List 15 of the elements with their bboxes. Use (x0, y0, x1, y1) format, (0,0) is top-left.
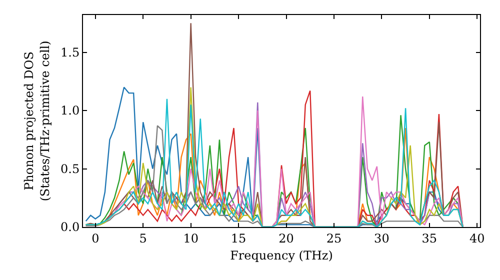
y-tick-label: 0.5 (60, 162, 80, 176)
y-axis-title: Phonon projected DOS (States/THz·primitive cell) (22, 40, 52, 202)
y-tick-label: 1.5 (60, 45, 80, 60)
x-tick-label: 30 (374, 231, 390, 246)
x-tick-label: 25 (326, 231, 342, 246)
y-tick-label: 1.0 (60, 104, 80, 118)
y-tick-label: 0.0 (60, 220, 80, 234)
x-tick-label: 5 (139, 231, 147, 246)
x-tick-label: 15 (230, 231, 246, 246)
x-tick-label: 0 (92, 231, 100, 246)
x-tick-label: 10 (183, 231, 198, 246)
x-tick-label: 35 (422, 231, 438, 246)
x-tick-label: 40 (470, 231, 485, 246)
x-tick-label: 20 (278, 231, 294, 246)
x-axis-title: Frequency (THz) (230, 248, 333, 262)
